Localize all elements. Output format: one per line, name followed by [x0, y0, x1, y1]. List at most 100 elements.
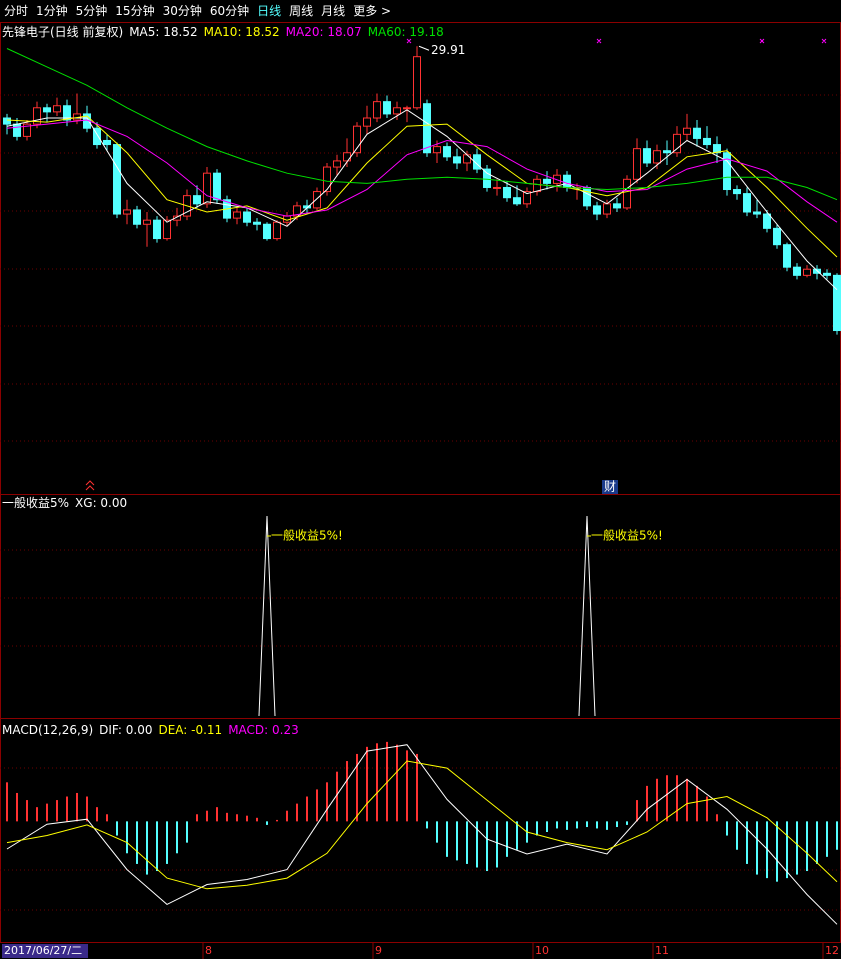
signal-label: 一般收益5%! [271, 528, 343, 543]
panel-title: 一般收益5% [2, 495, 69, 510]
candle-body [293, 205, 301, 217]
candle-body [533, 178, 541, 193]
candle-body [543, 178, 551, 184]
toolbar-item[interactable]: 周线 [289, 4, 313, 18]
toolbar-item[interactable]: 更多 > [353, 4, 391, 18]
candle-body [173, 215, 181, 221]
candle-body [33, 107, 41, 125]
candle-body [813, 268, 821, 274]
indicator-line [6, 115, 838, 258]
candle-body [133, 209, 141, 225]
indicator-line [6, 760, 838, 890]
readout-value: MA60: 19.18 [368, 25, 444, 39]
candle-body [3, 117, 11, 125]
candle-body [513, 197, 521, 205]
readout-value: XG: 0.00 [75, 496, 127, 510]
indicator-line [6, 119, 838, 223]
candle-body [463, 154, 471, 164]
candle-body [343, 152, 351, 162]
candle-body [833, 274, 841, 332]
candle-body [113, 144, 121, 215]
candle-body [773, 227, 781, 246]
candle-body [403, 107, 411, 110]
candle-body [493, 186, 501, 189]
candle-body [713, 144, 721, 154]
candle-body [583, 186, 591, 207]
candle-body [323, 166, 331, 193]
panel-title: 先锋电子(日线 前复权) [2, 24, 123, 39]
candle-body [313, 191, 321, 209]
candle-body [163, 219, 171, 240]
annotation-box [602, 480, 618, 494]
candle-body [623, 178, 631, 209]
month-label: 12 [825, 944, 839, 957]
candle-body [793, 266, 801, 276]
candle-body [683, 127, 691, 135]
candle-body [743, 193, 751, 213]
candle-body [93, 127, 101, 146]
candle-body [333, 160, 341, 168]
indicator-line [6, 109, 838, 291]
cursor-date: 2017/06/27/二 [4, 944, 82, 957]
high-label: 29.91 [431, 43, 465, 57]
cursor-date-box [2, 944, 88, 958]
candle-body [63, 105, 71, 121]
month-label: 8 [205, 944, 212, 957]
candle-body [663, 150, 671, 154]
readout-value: DIF: 0.00 [99, 723, 152, 737]
indicator-line [6, 48, 838, 201]
candle-body [603, 203, 611, 215]
candle-body [613, 203, 621, 209]
indicator-line [6, 744, 838, 925]
readout: 先锋电子(日线 前复权) MA5: 18.52 MA10: 18.52 MA20: 1… [2, 24, 444, 39]
candle-body [803, 268, 811, 276]
candle-body [433, 146, 441, 154]
toolbar-item[interactable]: 1分钟 [36, 3, 68, 18]
panel-title: MACD(12,26,9) [2, 723, 93, 737]
candle-body [783, 244, 791, 268]
high-pointer [418, 45, 430, 51]
readout: 一般收益5% XG: 0.00 [2, 495, 127, 510]
candle-body [103, 139, 111, 146]
month-label: 9 [375, 944, 382, 957]
candle-body [453, 156, 461, 164]
readout-value: DEA: -0.11 [158, 723, 222, 737]
readout-value: MA20: 18.07 [286, 25, 362, 39]
candle-body [593, 205, 601, 215]
candle-body [643, 148, 651, 164]
candle-body [263, 223, 271, 240]
candle-body [243, 211, 251, 223]
candle-body [753, 211, 761, 215]
toolbar-item[interactable]: 15分钟 [115, 3, 154, 18]
candle-body [43, 107, 51, 113]
candle-body [563, 174, 571, 188]
candle-body [693, 127, 701, 139]
readout-value: MA5: 18.52 [129, 25, 197, 39]
signal-label: 一般收益5%! [591, 528, 663, 543]
candle-body [253, 221, 261, 225]
candle-body [123, 209, 131, 215]
readout: MACD(12,26,9) DIF: 0.00 DEA: -0.11 MACD: 0.… [2, 723, 299, 737]
candle-body [143, 219, 151, 225]
toolbar-item[interactable]: 月线 [321, 4, 345, 18]
candle-body [733, 189, 741, 195]
candle-body [823, 272, 831, 276]
toolbar-item[interactable]: 30分钟 [163, 3, 202, 18]
candle-body [23, 123, 31, 137]
toolbar-item[interactable]: 5分钟 [76, 3, 108, 18]
candle-body [633, 148, 641, 180]
candle-body [413, 56, 421, 109]
toolbar-item[interactable]: 60分钟 [210, 3, 249, 18]
candle-body [53, 105, 61, 113]
candle-body [443, 146, 451, 158]
toolbar-item[interactable]: 分时 [4, 4, 28, 18]
candle-body [503, 186, 511, 199]
candle-body [193, 195, 201, 205]
toolbar: 分时 1分钟 5分钟 15分钟 30分钟 60分钟 日线 周线 月线 更多 > [4, 3, 391, 18]
readout-value: MA10: 18.52 [204, 25, 280, 39]
month-label: 10 [535, 944, 549, 957]
candle-body [523, 191, 531, 205]
candle-body [363, 117, 371, 127]
toolbar-item[interactable]: 日线 [257, 4, 281, 18]
